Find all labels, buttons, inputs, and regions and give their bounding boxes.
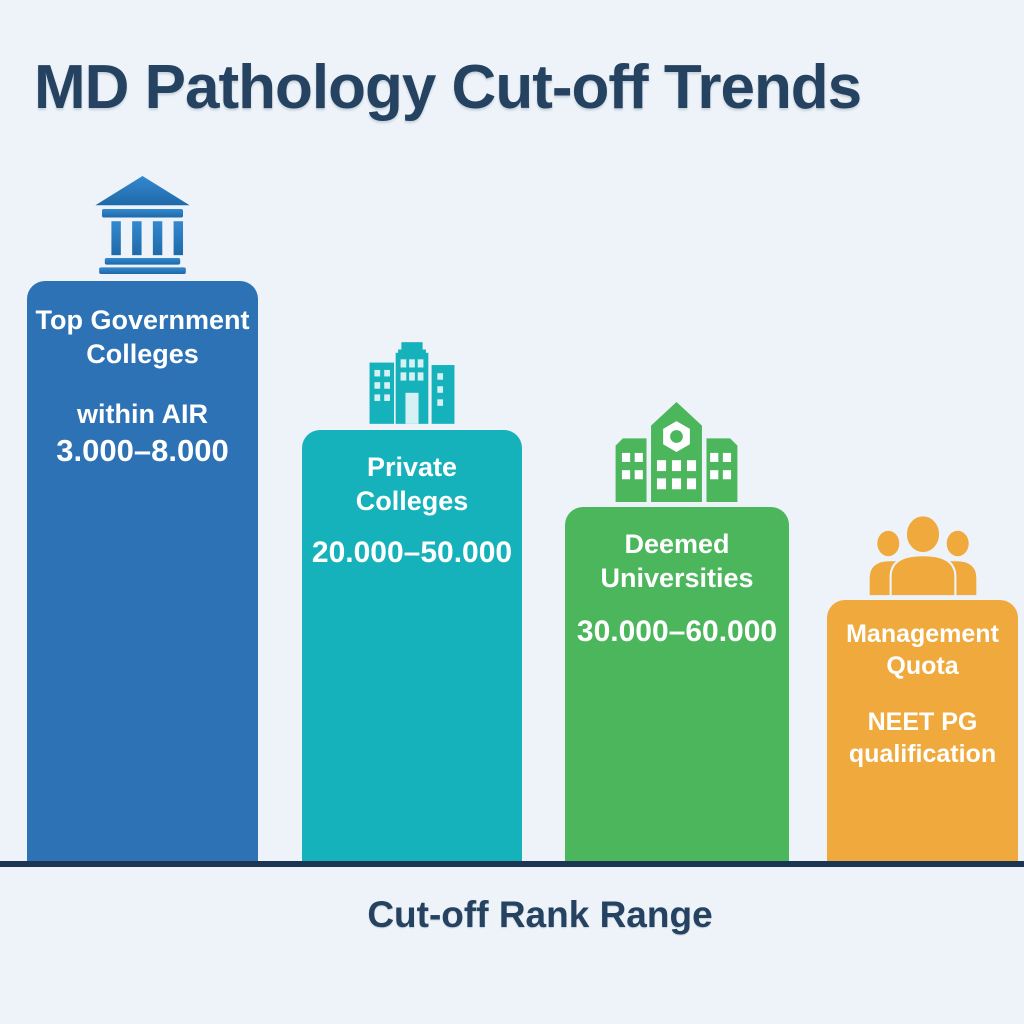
bar-value-label: 30.000–60.000 <box>576 615 778 648</box>
bar-category-label: Management Quota <box>846 620 999 680</box>
people-group-icon <box>868 512 978 597</box>
bar-category-label: Top Government Colleges <box>35 305 250 369</box>
university-campus-icon <box>608 402 745 502</box>
bar-deemed-universities: Deemed Universities 30.000–60.000 <box>565 507 789 863</box>
x-axis-label: Cut-off Rank Range <box>367 894 713 935</box>
bar-management-quota: Management Quota NEET PG qualification <box>827 600 1018 863</box>
bar-value-label: 20.000–50.000 <box>311 536 513 569</box>
bar-category-label: Deemed Universities <box>600 529 754 593</box>
bar-top-government-colleges: Top Government Colleges within AIR 3.000… <box>27 281 258 863</box>
government-building-icon <box>92 176 193 274</box>
bar-value-label: NEET PG qualification <box>848 708 997 768</box>
office-buildings-icon <box>363 341 461 425</box>
bar-value-label: within AIR 3.000–8.000 <box>56 399 229 468</box>
bar-private-colleges: Private Colleges 20.000–50.000 <box>302 430 522 863</box>
page-title: MD Pathology Cut-off Trends <box>34 53 862 122</box>
x-axis-baseline <box>0 861 1024 867</box>
bar-category-label: Private Colleges <box>355 452 469 516</box>
